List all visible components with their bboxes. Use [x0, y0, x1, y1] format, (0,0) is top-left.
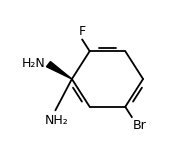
Text: H₂N: H₂N	[22, 57, 46, 70]
Text: NH₂: NH₂	[44, 114, 68, 127]
Polygon shape	[46, 62, 72, 79]
Text: F: F	[79, 25, 86, 38]
Text: Br: Br	[133, 118, 146, 132]
